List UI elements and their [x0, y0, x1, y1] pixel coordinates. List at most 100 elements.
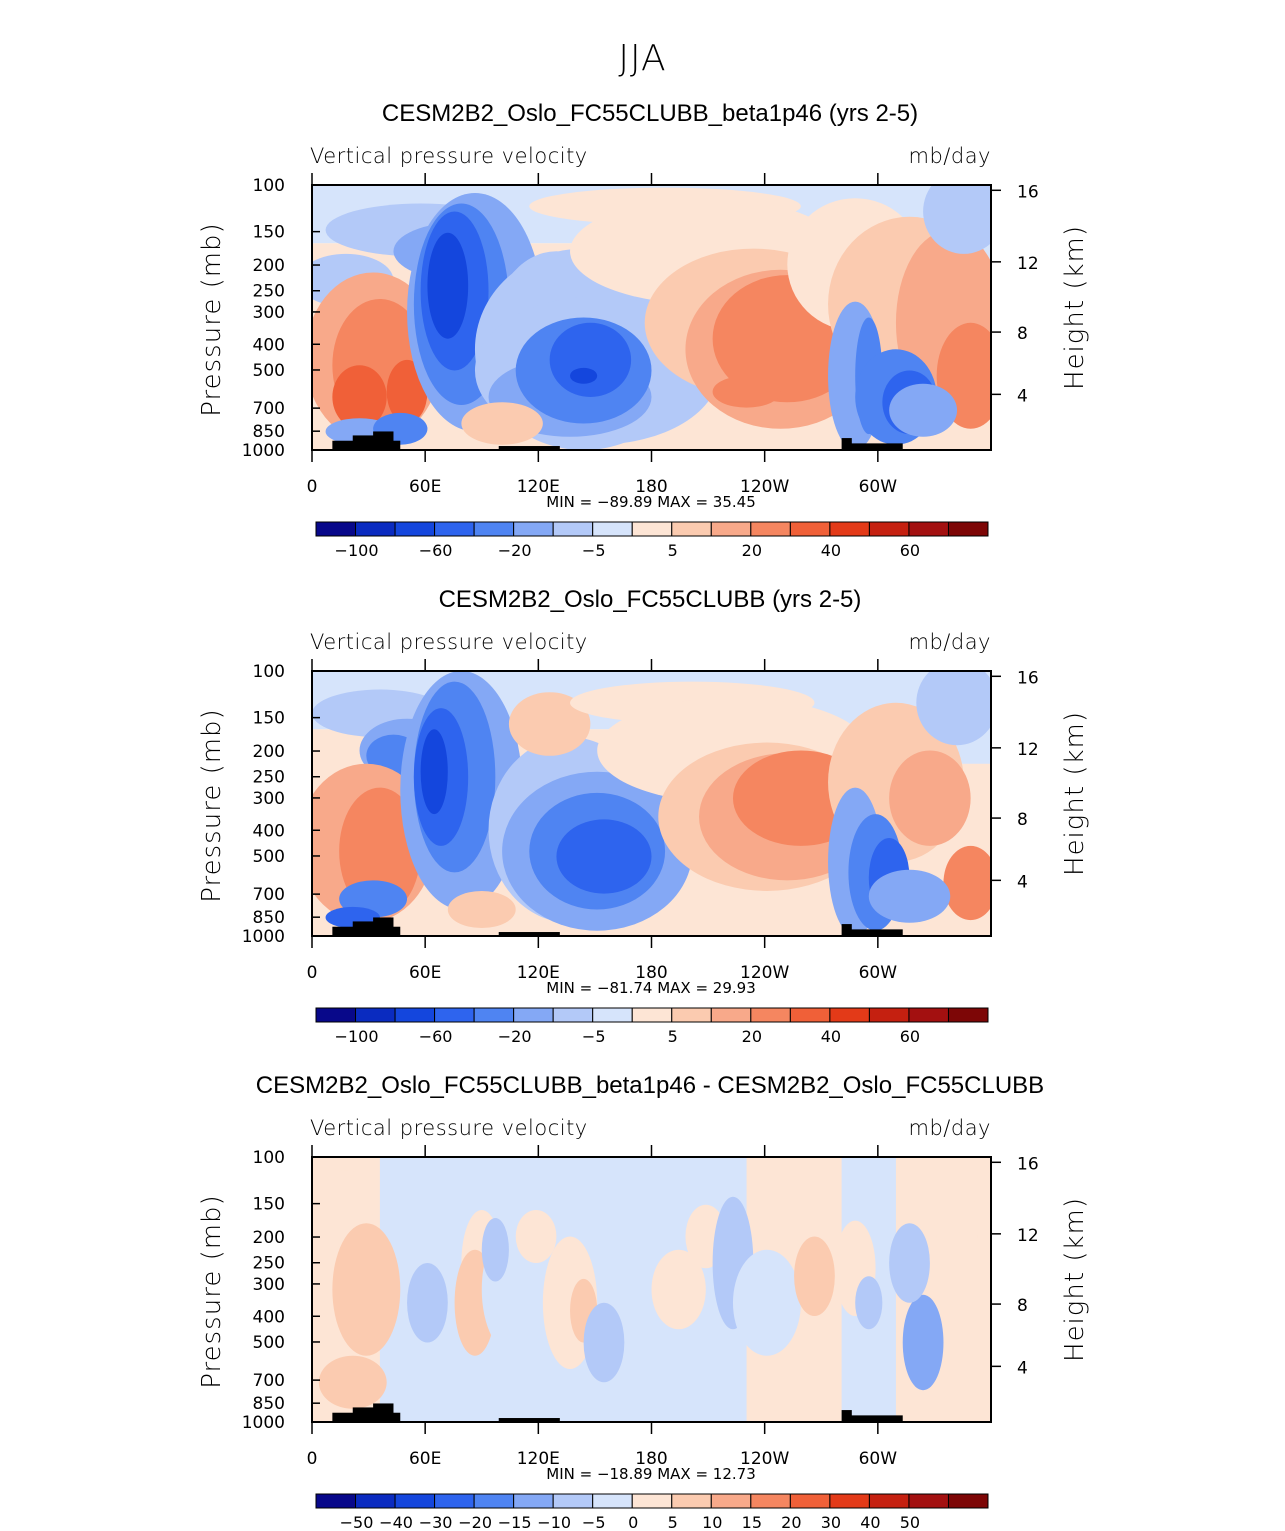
- colorbar-label: −60: [419, 1027, 453, 1046]
- colorbar-swatch: [789, 1493, 831, 1509]
- colorbar-swatch: [671, 521, 712, 537]
- colorbar-label: −10: [537, 1513, 571, 1531]
- contour-region: [868, 869, 951, 923]
- colorbar-swatch: [592, 1007, 633, 1023]
- x-tick-label: 120W: [740, 477, 789, 497]
- colorbar-label: 5: [668, 1513, 678, 1531]
- contour-region: [386, 359, 428, 424]
- contour-region: [794, 1236, 835, 1316]
- colorbar-label: 20: [742, 541, 762, 560]
- y-tick-label: 1000: [242, 441, 285, 461]
- topography-block: [498, 932, 560, 936]
- y-tick-label: 150: [253, 223, 285, 243]
- colorbar-swatch: [434, 521, 475, 537]
- topography-block: [841, 1410, 852, 1422]
- colorbar-swatch: [434, 1493, 475, 1509]
- y-axis-label-right: Height (km): [1060, 225, 1090, 390]
- y-tick-label: 200: [253, 742, 285, 762]
- colorbar-swatch: [750, 1493, 791, 1509]
- y-tick-label: 1000: [242, 927, 285, 947]
- colorbar-label: −60: [419, 541, 453, 560]
- colorbar-swatch: [671, 1007, 712, 1023]
- contour-region: [610, 1210, 638, 1290]
- y-right-tick-label: 8: [1017, 1296, 1028, 1316]
- min-max-text: MIN = −81.74 MAX = 29.93: [546, 979, 756, 997]
- colorbar-swatch: [868, 1007, 910, 1023]
- chart-units: mb/day: [909, 630, 992, 654]
- colorbar-label: −20: [498, 1027, 532, 1046]
- x-tick-label: 180: [635, 1449, 667, 1469]
- colorbar-label: 40: [821, 1027, 841, 1046]
- y-tick-label: 400: [253, 1307, 285, 1327]
- chart-units: mb/day: [909, 1116, 992, 1140]
- colorbar-swatch: [947, 1007, 989, 1023]
- colorbar-swatch: [592, 521, 633, 537]
- colorbar-swatch: [710, 1493, 752, 1509]
- colorbar-swatch: [355, 521, 396, 537]
- colorbar-label: 5: [668, 541, 678, 560]
- colorbar-swatch: [710, 521, 752, 537]
- colorbar-swatch: [552, 1493, 594, 1509]
- chart-title: CESM2B2_Oslo_FC55CLUBB_beta1p46 (yrs 2-5…: [382, 100, 918, 127]
- colorbar-swatch: [750, 521, 791, 537]
- x-tick-label: 60W: [859, 1449, 898, 1469]
- x-tick-label: 60W: [859, 963, 898, 983]
- colorbar-label: −30: [419, 1513, 453, 1531]
- chart-units: mb/day: [909, 144, 992, 168]
- x-tick-label: 180: [635, 477, 667, 497]
- colorbar-swatch: [513, 521, 554, 537]
- contour-region: [549, 322, 632, 397]
- topography-block: [373, 431, 394, 450]
- colorbar-swatch: [631, 521, 673, 537]
- colorbar-label: 20: [781, 1513, 801, 1531]
- colorbar-label: −15: [498, 1513, 532, 1531]
- contour-region: [936, 1170, 978, 1303]
- y-tick-label: 200: [253, 1228, 285, 1248]
- colorbar-label: −20: [498, 541, 532, 560]
- y-tick-label: 200: [253, 256, 285, 276]
- contour-region: [923, 185, 991, 254]
- colorbar-swatch: [789, 521, 831, 537]
- contour-region: [902, 1294, 944, 1391]
- colorbar-swatch: [710, 1007, 752, 1023]
- x-tick-label: 60E: [409, 1449, 441, 1469]
- contour-region: [556, 819, 652, 894]
- colorbar-swatch: [829, 1493, 870, 1509]
- contour-region: [461, 402, 543, 445]
- min-max-text: MIN = −89.89 MAX = 35.45: [546, 493, 756, 511]
- contour-region: [407, 1263, 448, 1343]
- colorbar-swatch: [315, 1007, 357, 1023]
- colorbar-swatch: [947, 521, 989, 537]
- y-right-tick-label: 12: [1017, 1226, 1039, 1246]
- y-axis-label: Pressure (mb): [197, 708, 227, 902]
- colorbar-label: 5: [668, 1027, 678, 1046]
- y-tick-label: 400: [253, 821, 285, 841]
- topography-block: [848, 443, 903, 450]
- contour-field: [312, 1157, 991, 1422]
- x-tick-label: 120W: [740, 963, 789, 983]
- colorbar-swatch: [868, 521, 910, 537]
- contour-field: [312, 185, 991, 450]
- contour-region: [943, 845, 991, 921]
- colorbar-swatch: [552, 1007, 594, 1023]
- contour-region: [570, 367, 598, 384]
- y-tick-label: 300: [253, 303, 285, 323]
- colorbar-swatch: [434, 1007, 475, 1023]
- contour-region: [332, 1223, 401, 1356]
- contour-region: [889, 383, 958, 437]
- colorbar-swatch: [908, 1007, 949, 1023]
- y-right-tick-label: 4: [1017, 386, 1028, 406]
- colorbar-label: 0: [628, 1513, 638, 1531]
- colorbar-swatch: [315, 521, 357, 537]
- contour-field: [312, 671, 991, 936]
- chart-subtitle-left: Vertical pressure velocity: [310, 630, 588, 654]
- y-tick-label: 300: [253, 1275, 285, 1295]
- colorbar-label: 50: [900, 1513, 920, 1531]
- colorbar-label: 40: [821, 541, 841, 560]
- topography-block: [498, 1418, 560, 1422]
- colorbar-swatch: [671, 1493, 712, 1509]
- topography-block: [373, 917, 394, 936]
- y-right-tick-label: 12: [1017, 740, 1039, 760]
- topography-block: [498, 446, 560, 450]
